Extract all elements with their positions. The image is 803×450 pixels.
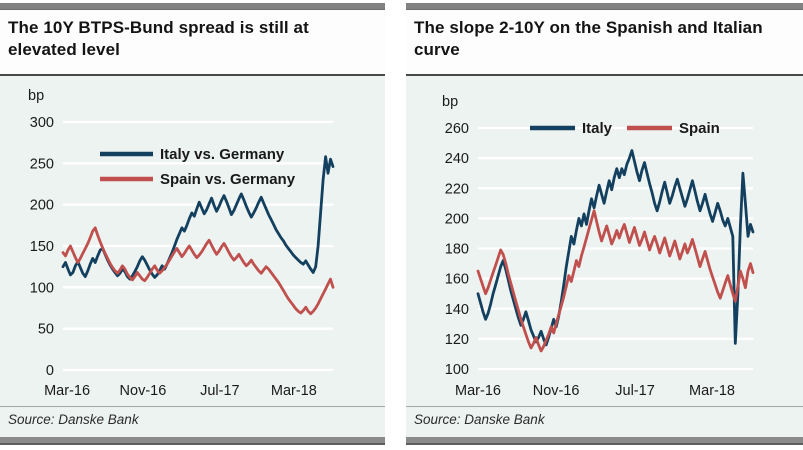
chart-plot-zone: 260 240 220 200 180 160 140 120 100 bp Mar-16 Nov-1… bbox=[406, 76, 803, 437]
x-tick-label: Jul-17 bbox=[615, 383, 655, 399]
chart-title: The slope 2-10Y on the Spanish and Itali… bbox=[414, 18, 763, 59]
x-tick-label: Mar-16 bbox=[455, 383, 501, 399]
x-tick-label: Mar-18 bbox=[271, 383, 317, 399]
chart-title-block: The slope 2-10Y on the Spanish and Itali… bbox=[406, 10, 803, 76]
y-tick-label: 0 bbox=[46, 363, 54, 379]
y-axis-unit-label: bp bbox=[28, 88, 44, 104]
y-tick-label: 200 bbox=[30, 198, 54, 214]
source-divider bbox=[0, 406, 385, 407]
chart-panel-btps-bund-spread: The 10Y BTPS-Bund spread is still at ele… bbox=[0, 3, 385, 445]
legend-label: Italy bbox=[582, 120, 613, 137]
source-note: Source: Danske Bank bbox=[414, 412, 545, 427]
x-tick-label: Mar-16 bbox=[44, 383, 90, 399]
chart-plot-zone: 300 250 200 150 100 50 0 bp Mar-16 Nov-16 Jul-17 Ma… bbox=[0, 76, 385, 437]
y-axis-unit-label: bp bbox=[442, 94, 458, 110]
y-tick-label: 120 bbox=[445, 332, 469, 348]
panel-top-accent-bar bbox=[406, 3, 803, 10]
y-tick-label: 200 bbox=[445, 211, 469, 227]
legend-label: Spain bbox=[679, 120, 720, 137]
chart-panel-2-10y-slope: The slope 2-10Y on the Spanish and Itali… bbox=[406, 3, 803, 445]
y-tick-label: 240 bbox=[445, 151, 469, 167]
source-divider bbox=[406, 406, 803, 407]
y-tick-label: 100 bbox=[445, 362, 469, 378]
chart-title: The 10Y BTPS-Bund spread is still at ele… bbox=[8, 18, 309, 59]
legend-label: Spain vs. Germany bbox=[160, 171, 296, 188]
chart-title-block: The 10Y BTPS-Bund spread is still at ele… bbox=[0, 10, 385, 76]
y-tick-label: 250 bbox=[30, 156, 54, 172]
panel-bottom-accent-bar bbox=[0, 437, 385, 445]
source-note: Source: Danske Bank bbox=[8, 412, 139, 427]
y-tick-label: 260 bbox=[445, 121, 469, 137]
series-line-spain-vs-germany bbox=[61, 226, 335, 316]
x-tick-label: Mar-18 bbox=[689, 383, 735, 399]
panel-bottom-accent-bar bbox=[406, 437, 803, 445]
y-tick-label: 150 bbox=[30, 239, 54, 255]
y-tick-label: 300 bbox=[30, 115, 54, 131]
series-line-spain bbox=[476, 209, 755, 353]
line-chart-spread-10y: 300 250 200 150 100 50 0 bp Mar-16 Nov-16 Jul-17 Ma… bbox=[28, 88, 335, 399]
y-tick-label: 140 bbox=[445, 302, 469, 318]
series-line-italy bbox=[476, 149, 755, 347]
y-tick-label: 100 bbox=[30, 280, 54, 296]
y-tick-label: 160 bbox=[445, 272, 469, 288]
x-tick-label: Nov-16 bbox=[533, 383, 580, 399]
x-tick-label: Jul-17 bbox=[200, 383, 240, 399]
panel-top-accent-bar bbox=[0, 3, 385, 10]
x-tick-label: Nov-16 bbox=[120, 383, 167, 399]
y-tick-label: 50 bbox=[38, 322, 54, 338]
y-tick-label: 220 bbox=[445, 181, 469, 197]
legend-label: Italy vs. Germany bbox=[160, 146, 285, 163]
y-tick-label: 180 bbox=[445, 242, 469, 258]
line-chart-slope-2-10y: 260 240 220 200 180 160 140 120 100 bp Mar-16 Nov-1… bbox=[442, 94, 755, 399]
